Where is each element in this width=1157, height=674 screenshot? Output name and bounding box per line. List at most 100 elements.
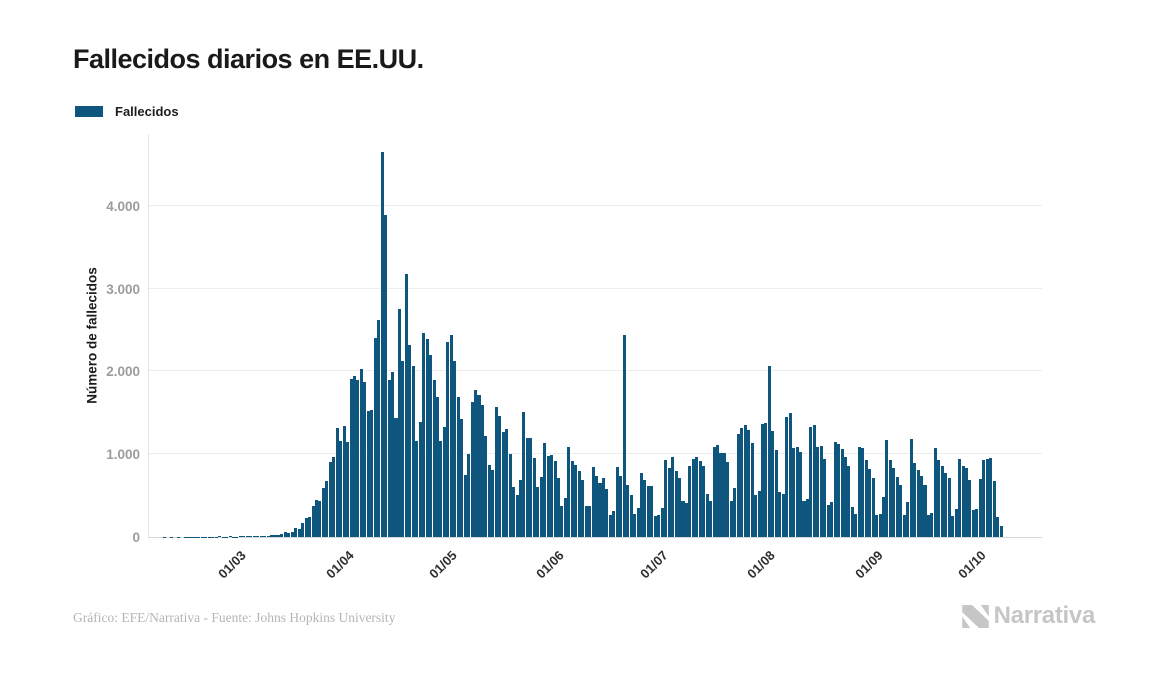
bar[interactable] bbox=[646, 486, 650, 537]
bar[interactable] bbox=[992, 481, 996, 537]
bar[interactable] bbox=[384, 214, 388, 537]
bar[interactable] bbox=[819, 445, 823, 537]
bar[interactable] bbox=[446, 342, 450, 537]
bar[interactable] bbox=[626, 485, 630, 537]
bar[interactable] bbox=[411, 366, 415, 537]
bar[interactable] bbox=[854, 514, 858, 537]
bar[interactable] bbox=[332, 456, 336, 537]
bar[interactable] bbox=[709, 500, 713, 537]
bar[interactable] bbox=[169, 536, 173, 537]
bar[interactable] bbox=[477, 395, 481, 537]
bar[interactable] bbox=[667, 467, 671, 537]
bar[interactable] bbox=[314, 500, 318, 537]
bar[interactable] bbox=[418, 422, 422, 537]
bar[interactable] bbox=[242, 536, 246, 537]
bar[interactable] bbox=[826, 504, 830, 537]
bar[interactable] bbox=[280, 533, 284, 537]
bar[interactable] bbox=[799, 452, 803, 537]
bar[interactable] bbox=[588, 505, 592, 537]
bar[interactable] bbox=[359, 368, 363, 537]
bar[interactable] bbox=[705, 494, 709, 537]
bar[interactable] bbox=[909, 438, 913, 537]
bar[interactable] bbox=[875, 514, 879, 537]
bar[interactable] bbox=[743, 424, 747, 537]
bar[interactable] bbox=[823, 458, 827, 537]
bar[interactable] bbox=[408, 344, 412, 537]
bar[interactable] bbox=[463, 474, 467, 537]
bar[interactable] bbox=[394, 418, 398, 537]
bar[interactable] bbox=[505, 428, 509, 537]
bar[interactable] bbox=[698, 461, 702, 537]
bar[interactable] bbox=[467, 453, 471, 537]
bar[interactable] bbox=[449, 335, 453, 537]
bar[interactable] bbox=[688, 465, 692, 537]
bar[interactable] bbox=[840, 448, 844, 537]
bar[interactable] bbox=[256, 536, 260, 537]
bar[interactable] bbox=[767, 366, 771, 537]
bar[interactable] bbox=[664, 460, 668, 537]
bar[interactable] bbox=[719, 452, 723, 537]
bar[interactable] bbox=[812, 424, 816, 537]
bar[interactable] bbox=[318, 500, 322, 537]
bar[interactable] bbox=[238, 536, 242, 537]
bar[interactable] bbox=[529, 438, 533, 537]
bar[interactable] bbox=[591, 466, 595, 537]
bar[interactable] bbox=[933, 448, 937, 537]
bar[interactable] bbox=[290, 531, 294, 537]
bar[interactable] bbox=[691, 458, 695, 537]
bar[interactable] bbox=[792, 447, 796, 537]
bar[interactable] bbox=[774, 450, 778, 537]
bar[interactable] bbox=[563, 497, 567, 537]
bar[interactable] bbox=[968, 480, 972, 537]
bar[interactable] bbox=[301, 523, 305, 537]
bar[interactable] bbox=[270, 535, 274, 537]
bar[interactable] bbox=[456, 397, 460, 537]
bar[interactable] bbox=[653, 516, 657, 537]
bar[interactable] bbox=[657, 515, 661, 537]
bar[interactable] bbox=[294, 527, 298, 537]
bar[interactable] bbox=[722, 452, 726, 537]
bar[interactable] bbox=[425, 339, 429, 537]
bar[interactable] bbox=[200, 536, 204, 537]
bar[interactable] bbox=[401, 361, 405, 537]
bar[interactable] bbox=[619, 475, 623, 537]
bar[interactable] bbox=[543, 443, 547, 537]
bar[interactable] bbox=[356, 379, 360, 537]
bar[interactable] bbox=[961, 466, 965, 537]
bar[interactable] bbox=[681, 500, 685, 537]
bar[interactable] bbox=[940, 465, 944, 537]
bar[interactable] bbox=[864, 459, 868, 537]
bar[interactable] bbox=[422, 332, 426, 537]
bar[interactable] bbox=[830, 501, 834, 537]
bar[interactable] bbox=[678, 477, 682, 537]
bar[interactable] bbox=[231, 536, 236, 537]
bar[interactable] bbox=[740, 427, 744, 537]
bar[interactable] bbox=[781, 494, 785, 537]
bar[interactable] bbox=[287, 532, 291, 537]
bar[interactable] bbox=[695, 456, 699, 537]
bar[interactable] bbox=[601, 477, 605, 537]
bar[interactable] bbox=[460, 419, 464, 537]
bar[interactable] bbox=[470, 402, 474, 537]
bar[interactable] bbox=[937, 460, 941, 537]
bar[interactable] bbox=[584, 506, 588, 537]
bar[interactable] bbox=[183, 536, 187, 537]
bar[interactable] bbox=[881, 496, 886, 537]
bar[interactable] bbox=[225, 536, 229, 537]
bar[interactable] bbox=[916, 469, 920, 537]
bar[interactable] bbox=[439, 441, 443, 537]
bar[interactable] bbox=[221, 536, 225, 537]
bar[interactable] bbox=[570, 461, 574, 537]
bar[interactable] bbox=[494, 407, 498, 537]
bar[interactable] bbox=[346, 441, 350, 537]
bar[interactable] bbox=[560, 506, 564, 537]
bar[interactable] bbox=[577, 470, 581, 537]
bar[interactable] bbox=[712, 446, 716, 537]
bar[interactable] bbox=[888, 460, 892, 537]
bar[interactable] bbox=[263, 536, 267, 537]
bar[interactable] bbox=[684, 502, 688, 537]
bar[interactable] bbox=[964, 468, 969, 537]
legend[interactable]: Fallecidos bbox=[75, 104, 179, 119]
bar[interactable] bbox=[335, 427, 339, 537]
bar[interactable] bbox=[622, 335, 626, 537]
